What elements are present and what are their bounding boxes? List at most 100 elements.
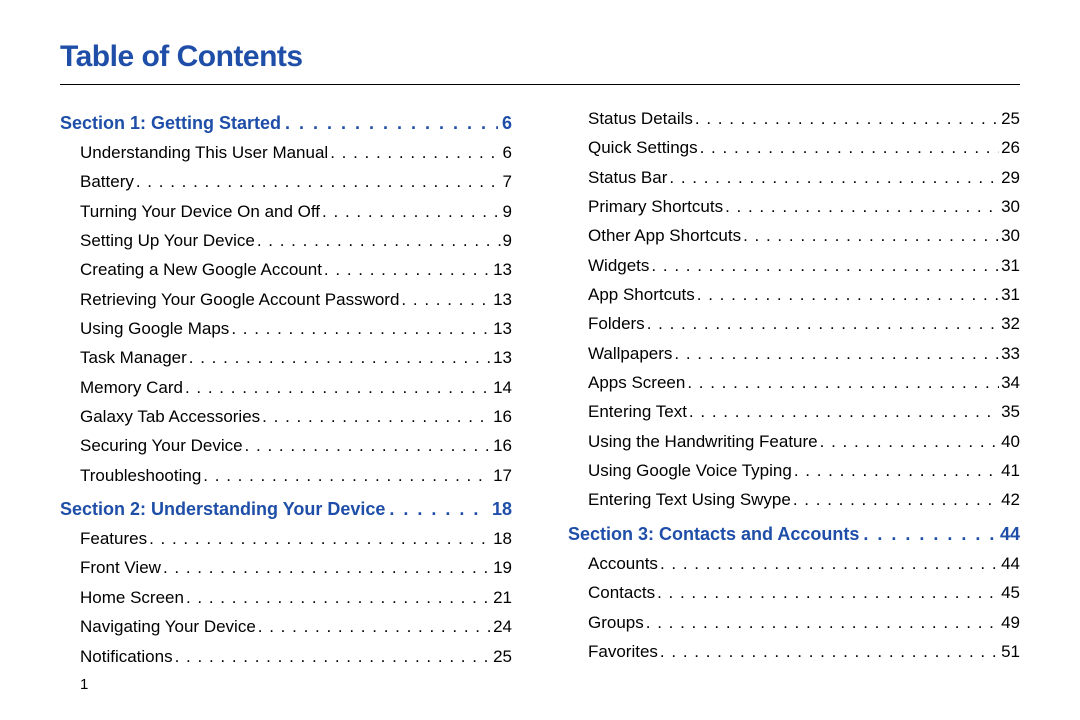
entry-label: Features: [80, 526, 147, 552]
toc-entry[interactable]: Using the Handwriting Feature . . . . . …: [588, 429, 1020, 455]
entry-label: App Shortcuts: [588, 282, 695, 308]
toc-entry[interactable]: Battery . . . . . . . . . . . . . . . . …: [80, 169, 512, 195]
toc-entry[interactable]: Retrieving Your Google Account Password …: [80, 287, 512, 313]
dot-leader: . . . . . . . . . . . . . . . . . . . . …: [689, 399, 999, 425]
page-ref: 6: [502, 113, 512, 134]
page-ref: 6: [503, 140, 512, 166]
toc-entry[interactable]: Apps Screen . . . . . . . . . . . . . . …: [588, 370, 1020, 396]
entry-label: Galaxy Tab Accessories: [80, 404, 260, 430]
page-ref: 40: [1001, 429, 1020, 455]
entry-label: Folders: [588, 311, 645, 337]
dot-leader: . . . . . . . . . . . . . . . . . . . . …: [231, 316, 491, 342]
toc-entry[interactable]: Wallpapers . . . . . . . . . . . . . . .…: [588, 341, 1020, 367]
toc-entry[interactable]: Setting Up Your Device . . . . . . . . .…: [80, 228, 512, 254]
dot-leader: . . . . . . . . . . . . . . . . . . . . …: [257, 228, 501, 254]
dot-leader: . . . . . . . . . . . . . . . . . . . . …: [322, 199, 500, 225]
page-ref: 33: [1001, 341, 1020, 367]
entry-label: Understanding This User Manual: [80, 140, 328, 166]
toc-entry[interactable]: Turning Your Device On and Off . . . . .…: [80, 199, 512, 225]
toc-section[interactable]: Section 1: Getting Started . . . . . . .…: [60, 113, 512, 134]
page-ref: 7: [503, 169, 512, 195]
page-ref: 34: [1001, 370, 1020, 396]
page-ref: 18: [493, 526, 512, 552]
toc-entry[interactable]: Status Bar . . . . . . . . . . . . . . .…: [588, 165, 1020, 191]
toc-entry[interactable]: Entering Text Using Swype . . . . . . . …: [588, 487, 1020, 513]
dot-leader: . . . . . . . . . . . . . . . . . . . . …: [330, 140, 500, 166]
page-ref: 51: [1001, 639, 1020, 665]
page-ref: 21: [493, 585, 512, 611]
toc-entry[interactable]: Notifications . . . . . . . . . . . . . …: [80, 644, 512, 670]
toc-entry[interactable]: Navigating Your Device . . . . . . . . .…: [80, 614, 512, 640]
dot-leader: . . . . . . . . . . . . . . . . . . . . …: [793, 487, 999, 513]
page-number: 1: [80, 676, 88, 693]
page-ref: 13: [493, 287, 512, 313]
toc-entry[interactable]: Troubleshooting . . . . . . . . . . . . …: [80, 463, 512, 489]
toc-columns: Section 1: Getting Started . . . . . . .…: [60, 103, 1020, 673]
toc-entry[interactable]: Home Screen . . . . . . . . . . . . . . …: [80, 585, 512, 611]
toc-section[interactable]: Section 3: Contacts and Accounts . . . .…: [568, 524, 1020, 545]
dot-leader: . . . . . . . . . . . . . . . . . . . . …: [700, 135, 999, 161]
toc-entry[interactable]: Understanding This User Manual . . . . .…: [80, 140, 512, 166]
page-ref: 35: [1001, 399, 1020, 425]
toc-entry[interactable]: Contacts . . . . . . . . . . . . . . . .…: [588, 580, 1020, 606]
page-ref: 31: [1001, 282, 1020, 308]
left-column: Section 1: Getting Started . . . . . . .…: [60, 103, 512, 673]
toc-entry[interactable]: Front View . . . . . . . . . . . . . . .…: [80, 555, 512, 581]
page-ref: 17: [493, 463, 512, 489]
page-ref: 44: [1001, 551, 1020, 577]
dot-leader: . . . . . . . . . . . . . . . . . . . . …: [660, 551, 999, 577]
dot-leader: . . . . . . . . . . . . . . . . . . . . …: [175, 644, 491, 670]
toc-entry[interactable]: Creating a New Google Account . . . . . …: [80, 257, 512, 283]
section-label: Section 3: Contacts and Accounts: [568, 524, 859, 545]
toc-entry[interactable]: Using Google Maps . . . . . . . . . . . …: [80, 316, 512, 342]
entry-label: Wallpapers: [588, 341, 672, 367]
dot-leader: . . . . . . . . . . . . . . . . . . . . …: [245, 433, 492, 459]
toc-entry[interactable]: Groups . . . . . . . . . . . . . . . . .…: [588, 610, 1020, 636]
toc-entry[interactable]: Folders . . . . . . . . . . . . . . . . …: [588, 311, 1020, 337]
dot-leader: . . . . . . . . . . . . . . . . . . . . …: [651, 253, 999, 279]
toc-entry[interactable]: Other App Shortcuts . . . . . . . . . . …: [588, 223, 1020, 249]
toc-entry[interactable]: Features . . . . . . . . . . . . . . . .…: [80, 526, 512, 552]
toc-entry[interactable]: Primary Shortcuts . . . . . . . . . . . …: [588, 194, 1020, 220]
dot-leader: . . . . . . . . . . . . . . . . . . . . …: [185, 375, 491, 401]
toc-entry[interactable]: Memory Card . . . . . . . . . . . . . . …: [80, 375, 512, 401]
toc-entry[interactable]: Widgets . . . . . . . . . . . . . . . . …: [588, 253, 1020, 279]
entry-label: Using Google Maps: [80, 316, 229, 342]
dot-leader: . . . . . . . . . . . . . . . . . . . . …: [646, 610, 999, 636]
entry-label: Accounts: [588, 551, 658, 577]
toc-section[interactable]: Section 2: Understanding Your Device . .…: [60, 499, 512, 520]
toc-entry[interactable]: Securing Your Device . . . . . . . . . .…: [80, 433, 512, 459]
page-ref: 29: [1001, 165, 1020, 191]
toc-entry[interactable]: Accounts . . . . . . . . . . . . . . . .…: [588, 551, 1020, 577]
dot-leader: . . . . . . . . . . . . . . . . . . . . …: [186, 585, 491, 611]
entry-label: Front View: [80, 555, 161, 581]
page-ref: 45: [1001, 580, 1020, 606]
page-ref: 16: [493, 433, 512, 459]
toc-entry[interactable]: Galaxy Tab Accessories . . . . . . . . .…: [80, 404, 512, 430]
page-ref: 44: [1000, 524, 1020, 545]
entry-label: Primary Shortcuts: [588, 194, 723, 220]
page-ref: 19: [493, 555, 512, 581]
right-column: Status Details . . . . . . . . . . . . .…: [568, 103, 1020, 673]
toc-entry[interactable]: Task Manager . . . . . . . . . . . . . .…: [80, 345, 512, 371]
toc-entry[interactable]: Favorites . . . . . . . . . . . . . . . …: [588, 639, 1020, 665]
page-ref: 30: [1001, 194, 1020, 220]
toc-entry[interactable]: Entering Text . . . . . . . . . . . . . …: [588, 399, 1020, 425]
dot-leader: . . . . . . . . . . . . . . . . . . . . …: [695, 106, 999, 132]
page-ref: 25: [493, 644, 512, 670]
toc-entry[interactable]: Status Details . . . . . . . . . . . . .…: [588, 106, 1020, 132]
entry-label: Quick Settings: [588, 135, 698, 161]
dot-leader: . . . . . . . . . . . . . . . . . . . . …: [258, 614, 491, 640]
dot-leader: . . . . . . . . . . . . . . . . . . . . …: [189, 345, 491, 371]
dot-leader: . . . . . . . . . . . . . . . . . . . . …: [285, 113, 498, 134]
section-label: Section 1: Getting Started: [60, 113, 281, 134]
page-ref: 24: [493, 614, 512, 640]
section-label: Section 2: Understanding Your Device: [60, 499, 385, 520]
dot-leader: . . . . . . . . . . . . . . . . . . . . …: [794, 458, 999, 484]
dot-leader: . . . . . . . . . . . . . . . . . . . . …: [401, 287, 491, 313]
entry-label: Creating a New Google Account: [80, 257, 322, 283]
toc-entry[interactable]: Quick Settings . . . . . . . . . . . . .…: [588, 135, 1020, 161]
page-ref: 42: [1001, 487, 1020, 513]
toc-entry[interactable]: App Shortcuts . . . . . . . . . . . . . …: [588, 282, 1020, 308]
toc-entry[interactable]: Using Google Voice Typing . . . . . . . …: [588, 458, 1020, 484]
